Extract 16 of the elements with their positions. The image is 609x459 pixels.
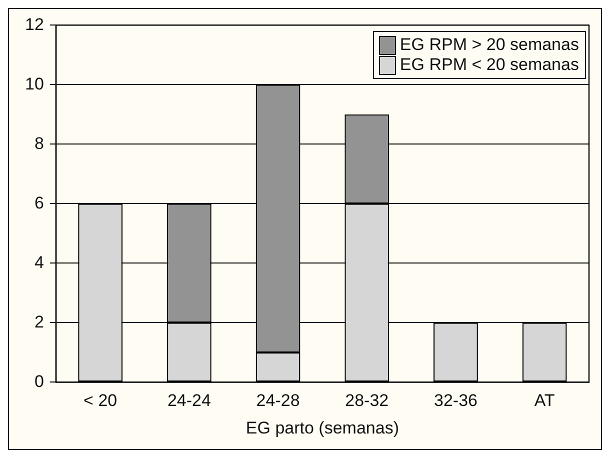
x-tick-label: 32-36 bbox=[434, 391, 478, 410]
x-tick-label: 24-28 bbox=[256, 391, 300, 410]
legend-label: EG RPM > 20 semanas bbox=[400, 35, 579, 56]
y-tick-label: 10 bbox=[24, 74, 44, 94]
x-axis-title: EG parto (semanas) bbox=[246, 418, 399, 438]
x-tick-label: 24-24 bbox=[167, 391, 211, 410]
y-tick-label: 12 bbox=[24, 14, 44, 34]
y-tick-label: 8 bbox=[34, 134, 44, 153]
legend-label: EG RPM < 20 semanas bbox=[400, 55, 579, 76]
y-tick-label: 2 bbox=[34, 312, 44, 332]
y-tick-label: 4 bbox=[34, 252, 44, 272]
x-tick-label: 28-32 bbox=[345, 391, 389, 410]
y-tick-label: 6 bbox=[34, 193, 44, 212]
x-tick-label: < 20 bbox=[84, 391, 118, 410]
y-tick-label: 0 bbox=[34, 372, 44, 391]
x-tick-label: AT bbox=[534, 391, 555, 410]
